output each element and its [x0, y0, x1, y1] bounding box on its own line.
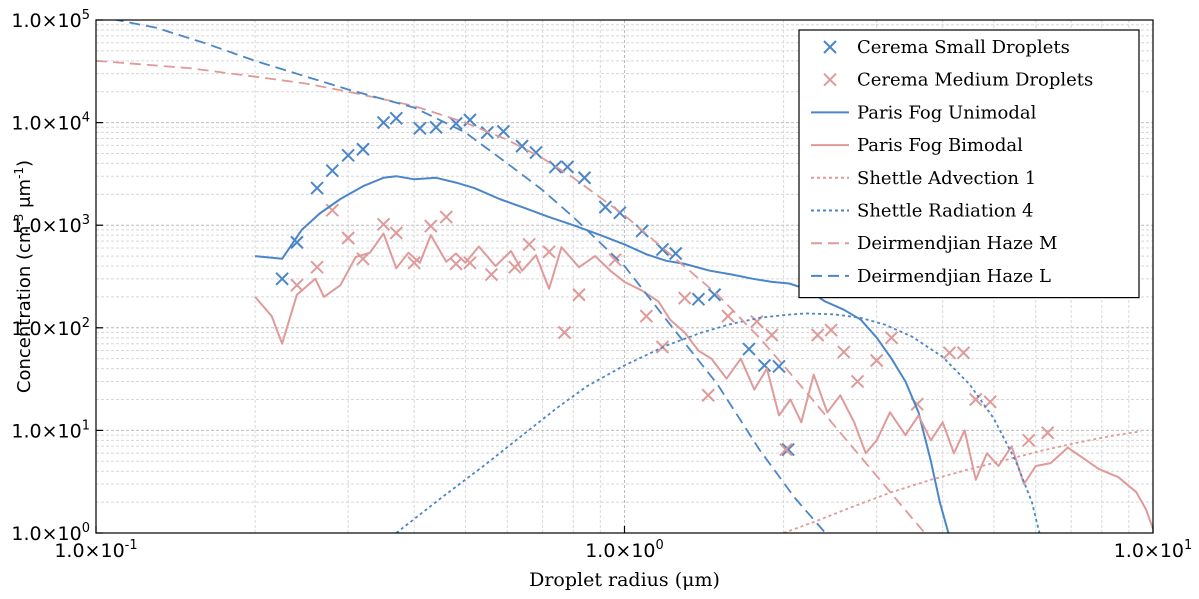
legend-label: Shettle Advection 1	[857, 168, 1036, 189]
series-shettle-advection-1	[783, 430, 1142, 533]
data-point	[707, 288, 722, 302]
data-point	[701, 388, 715, 402]
y-tick-label: 1.0×102	[11, 316, 90, 340]
data-point	[413, 121, 427, 136]
data-point	[577, 171, 592, 185]
data-point	[449, 116, 463, 131]
x-tick-label: 1.0×100	[585, 538, 664, 562]
data-point	[325, 203, 340, 217]
data-point	[424, 219, 438, 233]
data-point	[557, 325, 572, 340]
data-point	[810, 328, 825, 342]
data-point	[389, 226, 404, 240]
legend-swatch	[823, 40, 837, 54]
legend-label: Cerema Medium Droplets	[857, 70, 1093, 91]
x-axis-title: Droplet radius (μm)	[529, 569, 720, 591]
series-deirmendjian-haze-l	[112, 20, 827, 533]
data-point	[1022, 433, 1036, 448]
data-point	[742, 342, 756, 356]
data-point	[639, 309, 654, 323]
data-point	[356, 142, 370, 156]
legend-label: Shettle Radiation 4	[857, 201, 1033, 222]
x-tick-label: 1.0×101	[1114, 538, 1193, 562]
series-shettle-radiation-4	[395, 312, 1041, 533]
y-tick-label: 1.0×104	[11, 111, 90, 135]
data-point	[669, 246, 683, 261]
legend-label: Paris Fog Unimodal	[857, 102, 1037, 123]
data-point	[956, 346, 971, 360]
data-point	[572, 288, 586, 302]
y-axis-title: Concentration (cm-3 μm-1)	[12, 160, 35, 393]
legend-box	[798, 29, 1140, 299]
data-point	[376, 115, 391, 130]
y-tick-label: 1.0×105	[11, 8, 90, 32]
data-point	[824, 323, 838, 337]
series-deirmendjian-haze-m	[96, 59, 926, 533]
data-point	[969, 392, 983, 407]
data-point	[356, 252, 370, 266]
y-tick-label: 1.0×103	[11, 213, 90, 237]
data-point	[691, 292, 706, 306]
series-paris-fog-bimodal	[254, 232, 1153, 530]
legend-label: Cerema Small Droplets	[857, 37, 1070, 58]
x-tick-label: 1.0×10-1	[54, 538, 137, 562]
data-point	[1040, 425, 1055, 440]
data-point	[983, 395, 997, 409]
data-point	[529, 145, 543, 160]
data-point	[376, 217, 391, 232]
legend: Cerema Small Droplets Cerema Medium Dropl…	[798, 29, 1140, 299]
data-point	[850, 374, 865, 389]
data-point	[721, 309, 735, 323]
data-point	[449, 257, 463, 271]
legend-label: Deirmendjian Haze L	[857, 266, 1051, 287]
data-point	[310, 181, 324, 195]
data-point	[275, 272, 289, 286]
data-point	[779, 442, 793, 457]
data-point	[678, 291, 692, 305]
data-point	[463, 256, 477, 270]
data-point	[869, 353, 884, 368]
data-point	[325, 163, 340, 178]
data-point	[781, 442, 795, 457]
series-paris-fog-unimodal	[255, 175, 950, 533]
data-point	[757, 358, 772, 373]
plot-series	[96, 20, 1153, 533]
data-point	[884, 331, 899, 345]
data-point	[389, 111, 404, 126]
data-point	[341, 148, 355, 163]
data-point	[407, 256, 421, 270]
data-point	[290, 235, 304, 250]
data-point	[837, 345, 851, 359]
data-point	[429, 120, 443, 135]
data-point	[463, 113, 477, 127]
legend-swatch	[823, 72, 837, 87]
axis-ticks: 1.0×10-1 1.0×100 1.0×1011.0×1001.0×1011.0×…	[11, 8, 1192, 562]
data-point	[608, 253, 622, 267]
data-point	[290, 278, 304, 292]
data-point	[772, 359, 786, 374]
data-point	[484, 267, 499, 282]
data-point	[522, 237, 536, 252]
data-point	[341, 231, 355, 245]
data-point	[310, 260, 324, 274]
data-point	[765, 328, 779, 342]
y-tick-label: 1.0×100	[11, 521, 90, 545]
data-point	[942, 346, 957, 360]
data-point	[496, 124, 511, 139]
legend-label: Deirmendjian Haze M	[857, 233, 1057, 254]
legend-label: Paris Fog Bimodal	[857, 135, 1023, 156]
y-tick-label: 1.0×101	[11, 418, 90, 442]
data-point	[655, 242, 670, 257]
data-point	[542, 245, 556, 259]
data-point	[598, 200, 613, 214]
series-cerema-small-droplets	[275, 111, 795, 457]
data-point	[439, 210, 453, 224]
